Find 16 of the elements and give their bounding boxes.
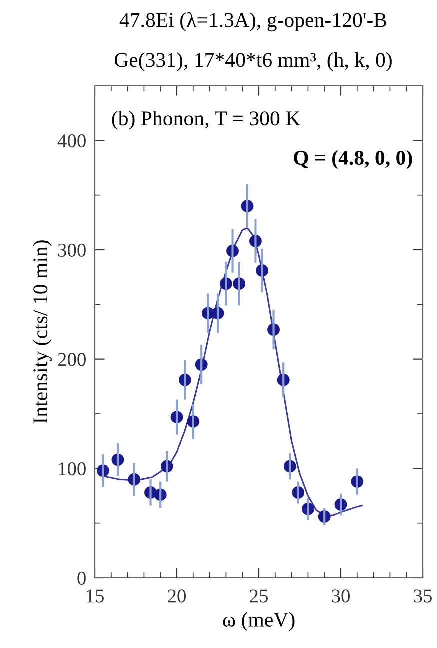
x-tick-label: 35 xyxy=(414,590,432,603)
y-tick-label: 300 xyxy=(58,244,86,257)
annotation: Q = (4.8, 0, 0) xyxy=(294,150,412,170)
y-tick-label: 100 xyxy=(59,462,86,476)
y-tick-label: 400 xyxy=(58,134,86,148)
x-tick-label: 20 xyxy=(168,590,186,603)
y-tick-label: 0 xyxy=(78,572,86,585)
y-axis-title: Intensity (cts/ 10 min) xyxy=(32,240,52,424)
x-axis-title: ω (meV) xyxy=(223,612,295,632)
chart-subtitle: Ge(331), 17*40*t6 mm³, (h, k, 0) xyxy=(114,52,392,72)
x-tick-label: 15 xyxy=(86,590,104,603)
chart-title: 47.8Ei (λ=1.3A), g-open-120'-B xyxy=(120,12,386,32)
x-tick-label: 30 xyxy=(332,590,350,603)
annotation: (b) Phonon, T = 300 K xyxy=(112,110,300,130)
x-tick-label: 25 xyxy=(250,590,268,603)
y-tick-label: 200 xyxy=(58,353,86,366)
